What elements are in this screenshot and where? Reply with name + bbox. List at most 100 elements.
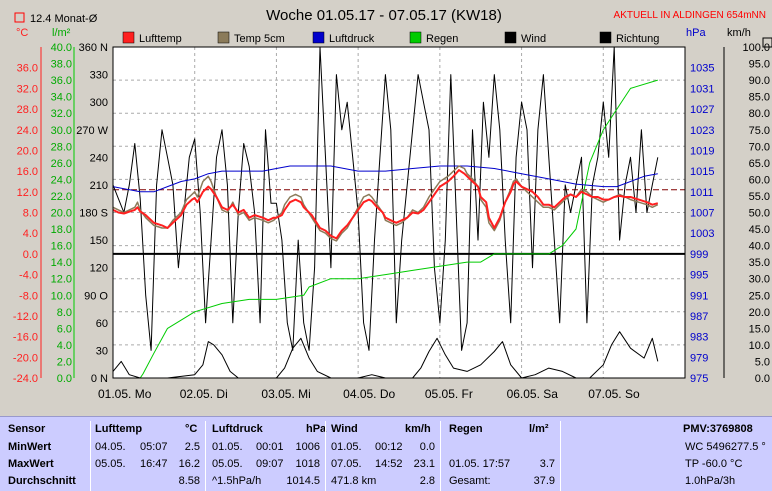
stats-time: 14:52: [375, 458, 403, 470]
stats-extra: WC 5496277.5 °: [685, 441, 766, 453]
axes-group: 36.0 32.0 28.0 24.0 20.0 16.0 12.0 8.0 4.0 0.0 -4.…: [13, 42, 770, 401]
legend-label: Richtung: [616, 33, 659, 45]
plot-border: [112, 46, 686, 379]
rain-tick-label: 4.0: [57, 340, 72, 352]
wind-tick-label: 20.0: [749, 307, 770, 319]
stats-date: 01.05.: [212, 441, 243, 453]
series-richtung: [112, 46, 659, 351]
temp-tick-label: 24.0: [17, 125, 38, 137]
wind-tick-label: 75.0: [749, 125, 770, 137]
rain-tick-label: 32.0: [51, 108, 72, 120]
stats-row-label: MaxWert: [8, 458, 54, 470]
stats-value: 2.8: [419, 475, 435, 487]
weather-chart: 36.0 32.0 28.0 24.0 20.0 16.0 12.0 8.0 4.0 0.0 -4.…: [12, 7, 772, 401]
stats-value: 16.2: [178, 458, 200, 470]
day-label: 01.05. Mo: [98, 387, 152, 401]
rain-tick-label: 20.0: [51, 208, 72, 220]
stats-header: Luftdruck: [212, 423, 263, 435]
legend-label: Temp 5cm: [234, 33, 285, 45]
pressure-tick-label: 979: [690, 352, 708, 364]
temp-tick-label: 20.0: [17, 145, 38, 157]
pressure-tick-label: 995: [690, 270, 708, 282]
rain-tick-label: 12.0: [51, 274, 72, 286]
pressure-tick-label: 999: [690, 249, 708, 261]
stats-row-label: Durchschnitt: [8, 475, 76, 487]
pressure-tick-label: 1027: [690, 104, 714, 116]
station-label: AKTUELL IN ALDINGEN 654mNN: [614, 10, 766, 21]
corner-box: [762, 37, 772, 48]
rain-tick-label: 16.0: [51, 241, 72, 253]
stats-extra: TP -60.0 °C: [685, 458, 743, 470]
legend-swatch: [122, 31, 135, 44]
direction-tick-label: 60: [96, 318, 108, 330]
legend-label: Luftdruck: [329, 33, 375, 45]
stats-date: 01.05.: [331, 441, 362, 453]
direction-tick-label: 90 O: [84, 290, 108, 302]
wind-tick-label: 45.0: [749, 224, 770, 236]
wind-tick-label: 85.0: [749, 92, 770, 104]
rain-tick-label: 22.0: [51, 191, 72, 203]
legend: Lufttemp Temp 5cm Luftdruck Regen Wind Richtu…: [122, 31, 659, 45]
direction-tick-label: 300: [90, 97, 108, 109]
day-label: 07.05. So: [588, 387, 640, 401]
wind-tick-label: 5.0: [755, 356, 770, 368]
wind-tick-label: 30.0: [749, 274, 770, 286]
stats-total-label: Gesamt:: [449, 475, 491, 487]
rain-tick-label: 14.0: [51, 257, 72, 269]
legend-swatch: [312, 31, 325, 44]
series-lufttemp: [112, 169, 659, 240]
wind-tick-label: 0.0: [755, 373, 770, 385]
rain-tick-label: 8.0: [57, 307, 72, 319]
pressure-tick-label: 983: [690, 332, 708, 344]
stats-distance: 471.8 km: [331, 475, 377, 487]
stats-extra-col: PMV:3769808 WC 5496277.5 ° TP -60.0 °C 1…: [560, 421, 772, 491]
wind-tick-label: 65.0: [749, 158, 770, 170]
temp-tick-label: 28.0: [17, 104, 38, 116]
stats-time: 05:07: [140, 441, 168, 453]
wind-tick-label: 80.0: [749, 108, 770, 120]
direction-tick-label: 210: [90, 180, 108, 192]
wind-unit: km/h: [727, 27, 751, 39]
stats-date: 05.05.: [212, 458, 243, 470]
pressure-tick-label: 987: [690, 311, 708, 323]
series-temp-5cm: [112, 165, 659, 242]
direction-tick-label: 150: [90, 235, 108, 247]
pressure-tick-label: 975: [690, 373, 708, 385]
rain-tick-label: 36.0: [51, 75, 72, 87]
stats-header: Wind: [331, 423, 358, 435]
stats-pressure-col: Luftdruck hPa 01.05. 00:01 1006 05.05. 0…: [205, 421, 326, 491]
pressure-unit: hPa: [686, 27, 706, 39]
stats-time: 00:01: [256, 441, 284, 453]
pressure-tick-label: 991: [690, 290, 708, 302]
rain-tick-label: 30.0: [51, 125, 72, 137]
stats-date: 05.05.: [95, 458, 126, 470]
temp-tick-label: 16.0: [17, 166, 38, 178]
temp-tick-label: -24.0: [13, 373, 38, 385]
temp-tick-label: -4.0: [19, 270, 38, 282]
day-label: 06.05. Sa: [507, 387, 559, 401]
series-luftdruck: [112, 165, 658, 193]
rain-tick-label: 18.0: [51, 224, 72, 236]
stats-temp-col: Lufttemp °C 04.05. 05:07 2.5 05.05. 16:4…: [90, 421, 206, 491]
stats-unit: km/h: [405, 423, 431, 435]
rain-tick-label: 10.0: [51, 290, 72, 302]
direction-tick-label: 270 W: [76, 125, 108, 137]
wind-tick-label: 95.0: [749, 59, 770, 71]
day-label: 02.05. Di: [180, 387, 228, 401]
stats-wind-col: Wind km/h 01.05. 00:12 0.0 07.05. 14:52 …: [325, 421, 441, 491]
pressure-tick-label: 1031: [690, 83, 714, 95]
stats-value: 1006: [295, 441, 320, 453]
stats-time: 00:12: [375, 441, 403, 453]
temp-tick-label: 4.0: [23, 228, 38, 240]
wind-tick-label: 100.0: [742, 42, 770, 54]
direction-tick-label: 120: [90, 263, 108, 275]
stats-rain-col: Regen l/m² 01.05. 17:57 3.7 Gesamt: 37.9: [440, 421, 561, 491]
wind-tick-label: 40.0: [749, 241, 770, 253]
wind-tick-label: 70.0: [749, 141, 770, 153]
pressure-tick-label: 1011: [690, 187, 714, 199]
temp-tick-label: -16.0: [13, 332, 38, 344]
stats-value: 1014.5: [286, 475, 320, 487]
stats-date: 01.05. 17:57: [449, 458, 511, 470]
stats-value: 2.5: [184, 441, 200, 453]
stats-value: 37.9: [533, 475, 555, 487]
